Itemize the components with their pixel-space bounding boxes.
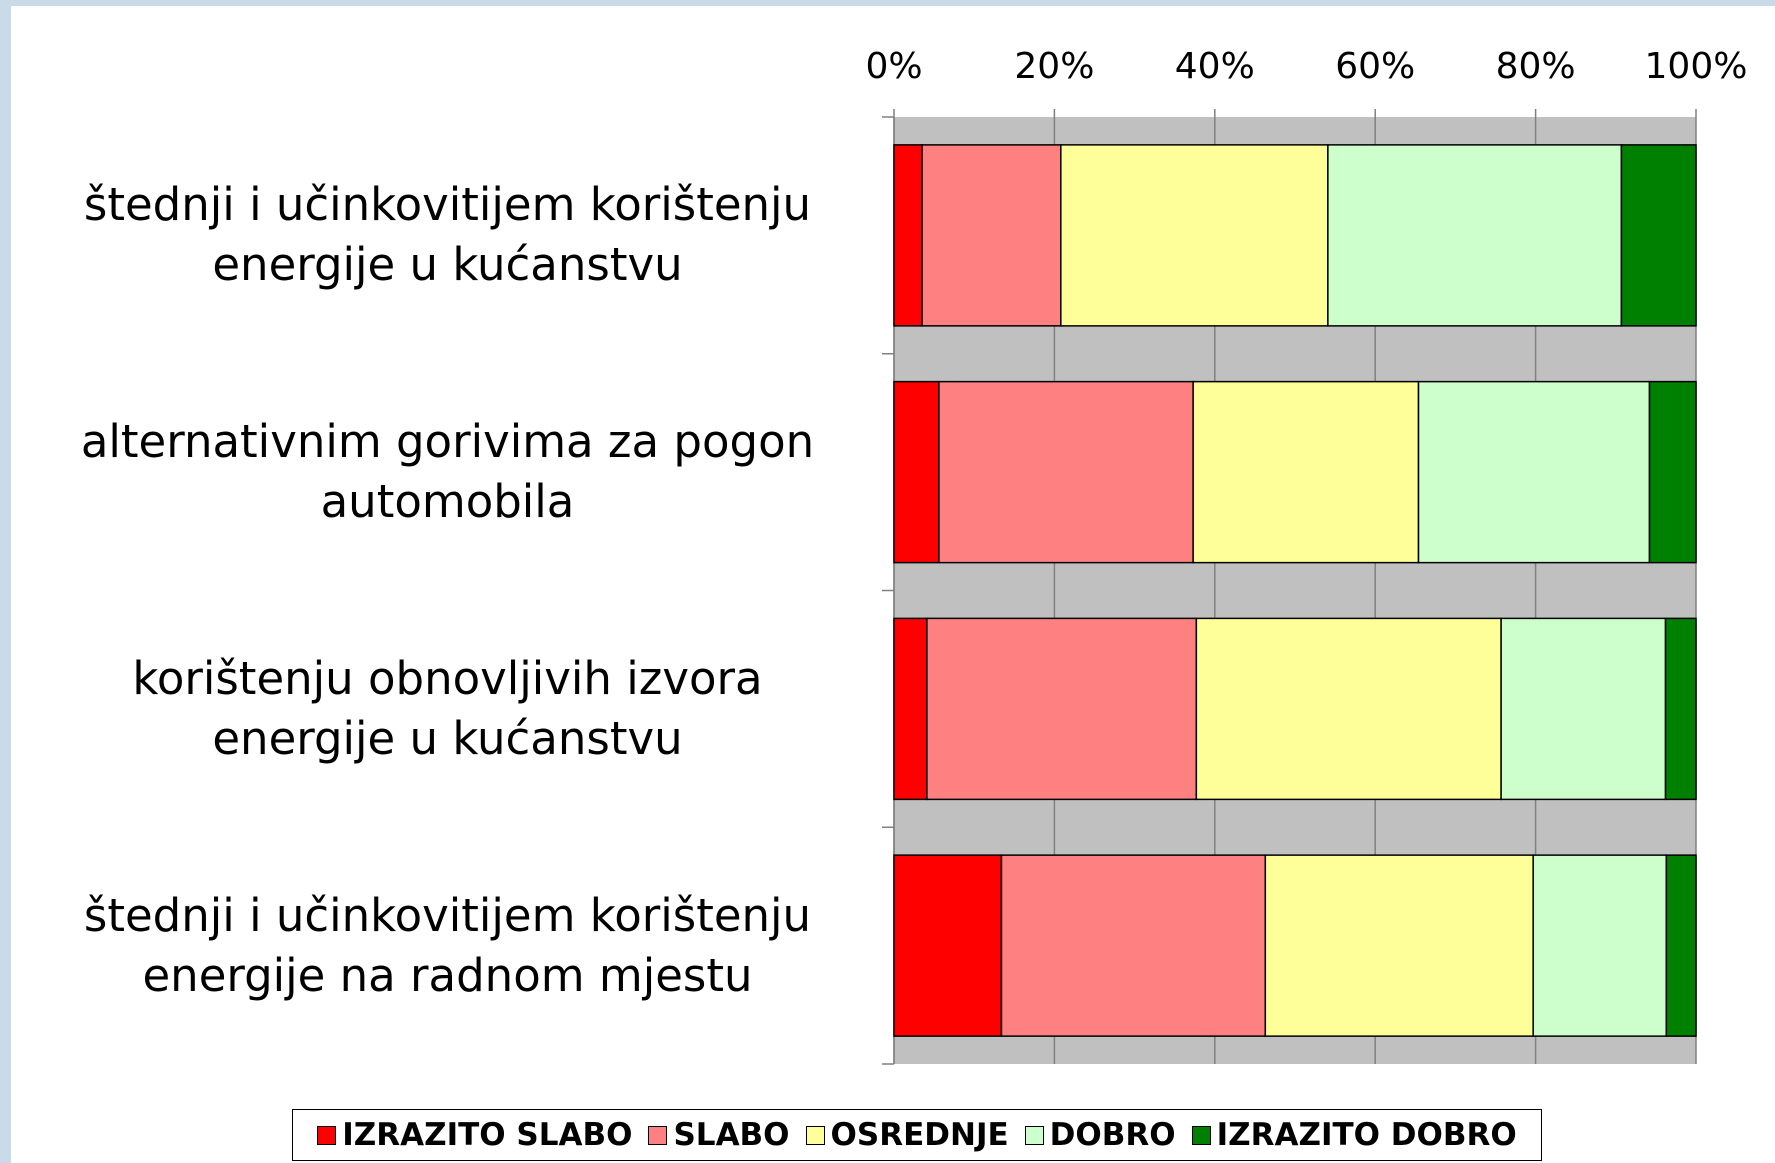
legend-item: DOBRO [1024, 1117, 1176, 1153]
x-tick-label: 80% [1496, 46, 1576, 87]
x-tick-label: 100% [1645, 46, 1748, 87]
legend-swatch [805, 1125, 825, 1145]
bar-segment [893, 144, 923, 327]
bar-segment [1060, 144, 1329, 327]
legend-item: SLABO [648, 1117, 790, 1153]
x-tick-label: 40% [1175, 46, 1255, 87]
bar-segment [1264, 854, 1534, 1037]
legend-label: SLABO [673, 1117, 790, 1153]
bar-segment [1327, 144, 1623, 327]
category-label: štednji i učinkovitijem korištenju energ… [83, 888, 812, 1002]
category-label: štednji i učinkovitijem korištenju energ… [83, 178, 812, 292]
category-label: korištenju obnovljivih izvora energije u… [132, 651, 763, 765]
legend-label: IZRAZITO SLABO [342, 1117, 633, 1153]
legend-item: IZRAZITO SLABO [317, 1117, 632, 1153]
x-tick-label: 60% [1335, 46, 1415, 87]
legend-label: OSREDNJE [830, 1117, 1009, 1153]
x-tick-label: 0% [865, 46, 922, 87]
bar-segment [1417, 380, 1651, 564]
legend-swatch [1191, 1125, 1211, 1145]
bar-segment [893, 380, 940, 564]
bar-segment [921, 144, 1062, 327]
legend-item: OSREDNJE [805, 1117, 1009, 1153]
bar-segment [1500, 617, 1667, 801]
x-tick-label: 20% [1014, 46, 1094, 87]
bar-segment [938, 380, 1194, 564]
legend: IZRAZITO SLABO SLABO OSREDNJE DOBRO IZRAZITO… [292, 1109, 1542, 1161]
legend-swatch [317, 1125, 337, 1145]
bar-segment [1665, 854, 1697, 1037]
bar-segment [1620, 144, 1697, 327]
category-label: alternativnim gorivima za pogon automobi… [80, 415, 815, 529]
bar-segment [893, 617, 928, 801]
bar-segment [1532, 854, 1668, 1037]
bar-segment [1648, 380, 1697, 564]
legend-item: IZRAZITO DOBRO [1191, 1117, 1517, 1153]
bar-segment [893, 854, 1003, 1037]
bar-segment [1192, 380, 1420, 564]
bar-segment [926, 617, 1198, 801]
bar-segment [1195, 617, 1502, 801]
legend-label: DOBRO [1049, 1117, 1176, 1153]
bar-segment [1664, 617, 1697, 801]
bar-segment [1000, 854, 1267, 1037]
legend-swatch [1024, 1125, 1044, 1145]
legend-label: IZRAZITO DOBRO [1216, 1117, 1517, 1153]
legend-swatch [648, 1125, 668, 1145]
